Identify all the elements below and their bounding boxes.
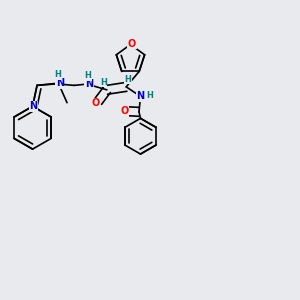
Text: H: H	[124, 75, 131, 84]
Text: H: H	[146, 91, 153, 100]
Text: H: H	[54, 70, 61, 79]
Text: N: N	[29, 101, 38, 111]
Text: N: N	[56, 78, 64, 88]
Text: O: O	[120, 106, 128, 116]
Text: H: H	[100, 78, 107, 87]
Text: N: N	[136, 92, 145, 101]
Text: O: O	[128, 39, 136, 49]
Text: N: N	[85, 79, 93, 89]
Text: H: H	[84, 71, 91, 80]
Text: O: O	[92, 98, 100, 108]
